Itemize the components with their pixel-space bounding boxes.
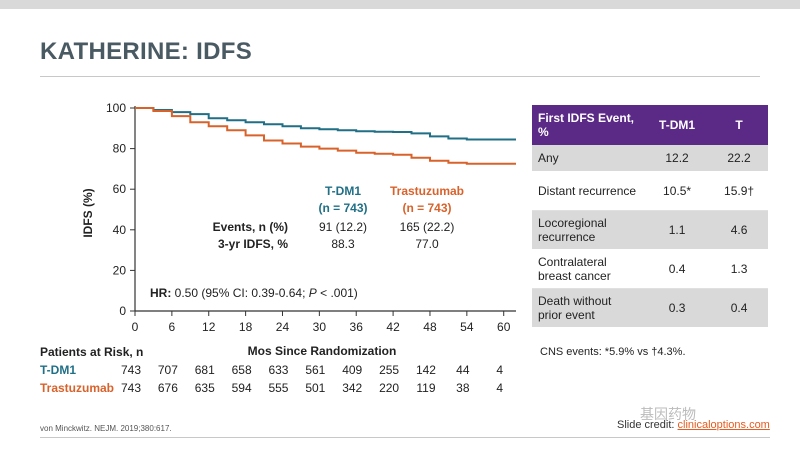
at-risk-label: Patients at Risk, n	[40, 345, 143, 359]
table-header-row: First IDFS Event, % T-DM1 T	[532, 105, 768, 145]
x-tick-label: 0	[132, 320, 139, 334]
x-tick-label: 60	[497, 320, 511, 334]
table-row: Contralateral breast cancer 0.4 1.3	[532, 249, 768, 289]
at-risk-value: 707	[158, 363, 178, 377]
y-tick-label: 40	[113, 223, 127, 237]
at-risk-tdm1-label: T-DM1	[40, 363, 76, 377]
credit-link[interactable]: clinicaloptions.com	[677, 419, 770, 431]
chart-tick-labels: 0 20 40 60 80 100 0 6 12 18 24 30 36 42 48 54 60	[106, 101, 511, 334]
x-tick-label: 24	[276, 320, 290, 334]
table-header-event: First IDFS Event, %	[532, 105, 644, 145]
x-tick-label: 12	[202, 320, 216, 334]
row-t-value: 0.4	[710, 288, 768, 328]
row-t-value: 15.9†	[710, 171, 768, 211]
chart-curves	[135, 107, 516, 165]
table-row: Death without prior event 0.3 0.4	[532, 288, 768, 328]
y-tick-label: 0	[119, 304, 126, 318]
row-tdm1-value: 1.1	[644, 210, 711, 250]
cns-footnote: CNS events: *5.9% vs †4.3%.	[540, 346, 686, 358]
x-tick-label: 18	[239, 320, 253, 334]
row-label: Locoregional recurrence	[532, 210, 644, 250]
y-tick-label: 60	[113, 182, 127, 196]
row-tdm1-value: 12.2	[644, 145, 711, 172]
table-header-t: T	[710, 105, 768, 145]
slide-credit: Slide credit: clinicaloptions.com	[617, 419, 770, 431]
at-risk-value: 658	[232, 363, 252, 377]
at-risk-value: 119	[416, 381, 435, 395]
credit-prefix: Slide credit:	[617, 419, 678, 431]
at-risk-value: 255	[379, 363, 399, 377]
row-tdm1-value: 0.4	[644, 249, 711, 289]
at-risk-value: 220	[379, 381, 399, 395]
at-risk-value: 4	[496, 363, 503, 377]
at-risk-value: 4	[496, 381, 503, 395]
row-t-value: 22.2	[710, 145, 768, 172]
idfs3-label: 3-yr IDFS, %	[218, 237, 288, 251]
x-tick-label: 54	[460, 320, 474, 334]
at-risk-value: 561	[305, 363, 325, 377]
x-tick-label: 36	[350, 320, 364, 334]
legend-trastuzumab-n: (n = 743)	[402, 201, 451, 215]
chart-axes	[130, 106, 516, 316]
citation: von Minckwitz. NEJM. 2019;380:617.	[40, 424, 172, 433]
events-label: Events, n (%)	[213, 220, 288, 234]
row-tdm1-value: 10.5*	[644, 171, 711, 211]
slide-title: KATHERINE: IDFS	[40, 38, 253, 65]
trastuzumab-idfs3: 77.0	[415, 237, 439, 251]
row-label: Distant recurrence	[532, 171, 644, 211]
title-divider	[40, 76, 760, 77]
row-tdm1-value: 0.3	[644, 288, 711, 328]
at-risk-value: 501	[305, 381, 325, 395]
at-risk-value: 555	[268, 381, 288, 395]
hazard-ratio: HR: 0.50 (95% CI: 0.39-0.64; P < .001)	[150, 286, 358, 300]
legend-tdm1-n: (n = 743)	[318, 201, 367, 215]
series-line-t-dm1	[135, 107, 516, 141]
row-label: Death without prior event	[532, 288, 644, 328]
x-tick-label: 6	[169, 320, 176, 334]
first-idfs-event-table: First IDFS Event, % T-DM1 T Any 12.2 22.…	[532, 105, 768, 328]
x-tick-label: 30	[313, 320, 327, 334]
at-risk-value: 342	[342, 381, 362, 395]
at-risk-value: 743	[121, 363, 141, 377]
y-tick-label: 80	[113, 142, 127, 156]
at-risk-value: 44	[456, 363, 470, 377]
at-risk-value: 38	[456, 381, 470, 395]
at-risk-value: 594	[232, 381, 252, 395]
at-risk-value: 635	[195, 381, 215, 395]
trastuzumab-events: 165 (22.2)	[400, 220, 455, 234]
row-label: Any	[532, 145, 644, 172]
bottom-divider	[40, 437, 770, 438]
at-risk-value: 142	[416, 363, 436, 377]
tdm1-events: 91 (12.2)	[319, 220, 367, 234]
y-axis-label: IDFS (%)	[81, 188, 95, 237]
at-risk-value: 633	[268, 363, 288, 377]
y-tick-label: 20	[113, 263, 127, 277]
tdm1-idfs3: 88.3	[331, 237, 355, 251]
legend-trastuzumab-name: Trastuzumab	[390, 184, 464, 198]
x-tick-label: 42	[386, 320, 400, 334]
y-tick-label: 100	[106, 101, 126, 115]
at-risk-value: 681	[195, 363, 215, 377]
x-tick-label: 48	[423, 320, 437, 334]
series-line-trastuzumab	[135, 107, 516, 165]
row-t-value: 4.6	[710, 210, 768, 250]
top-bar	[0, 0, 800, 9]
watermark: 基因药物	[640, 406, 696, 422]
x-axis-label: Mos Since Randomization	[248, 344, 397, 358]
table-header-tdm1: T-DM1	[644, 105, 711, 145]
table-row: Distant recurrence 10.5* 15.9†	[532, 171, 768, 211]
at-risk-trastuzumab-label: Trastuzumab	[40, 381, 114, 395]
row-t-value: 1.3	[710, 249, 768, 289]
legend-tdm1-name: T-DM1	[325, 184, 361, 198]
at-risk-value: 409	[342, 363, 362, 377]
at-risk-value: 743	[121, 381, 141, 395]
table-row: Locoregional recurrence 1.1 4.6	[532, 210, 768, 250]
table-row: Any 12.2 22.2	[532, 145, 768, 172]
row-label: Contralateral breast cancer	[532, 249, 644, 289]
at-risk-value: 676	[158, 381, 178, 395]
